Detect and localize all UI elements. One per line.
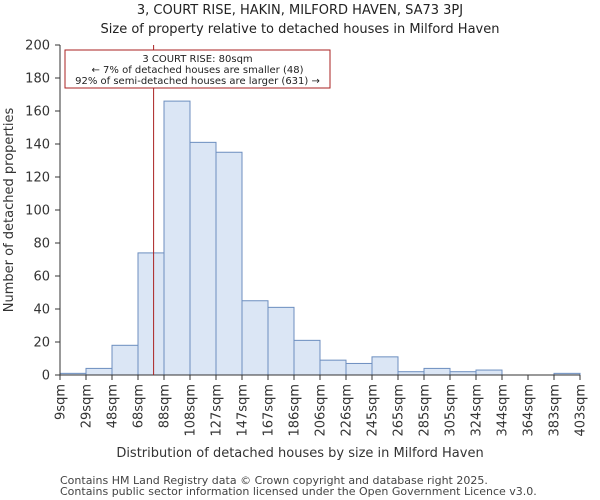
y-tick-label: 0: [42, 369, 50, 384]
histogram-bar-324sqm: [475, 369, 503, 376]
histogram-bar-88sqm: [163, 100, 191, 376]
x-tick-label: 167sqm: [262, 384, 277, 437]
annotation-smaller: ← 7% of detached houses are smaller (48): [92, 65, 304, 76]
x-tick-label: 403sqm: [574, 384, 589, 437]
y-tick-label: 20: [33, 336, 50, 351]
histogram-bar-245sqm: [371, 356, 399, 376]
histogram-bar-147sqm: [241, 300, 269, 376]
x-tick-label: 88sqm: [158, 384, 173, 428]
histogram-bar-285sqm: [423, 367, 451, 376]
chart-title: 3, COURT RISE, HAKIN, MILFORD HAVEN, SA7…: [137, 3, 463, 18]
x-tick-label: 305sqm: [444, 384, 459, 437]
histogram-bar-68sqm: [137, 252, 165, 376]
x-tick-label: 364sqm: [522, 384, 537, 437]
x-tick-label: 147sqm: [236, 384, 251, 437]
y-tick-label: 100: [25, 204, 50, 219]
y-tick-label: 40: [33, 303, 50, 318]
y-ticks-group: 0 20 40 60 80 100 120 140 160 180 200: [25, 39, 60, 384]
y-tick-label: 60: [33, 270, 50, 285]
y-axis-label: Number of detached properties: [2, 108, 17, 313]
annotation-larger: 92% of semi-detached houses are larger (…: [75, 76, 320, 87]
x-tick-label: 226sqm: [340, 384, 355, 437]
y-tick-label: 80: [33, 237, 50, 252]
histogram-bar-167sqm: [267, 306, 295, 376]
histogram-bar-29sqm: [85, 367, 113, 376]
histogram-bar-186sqm: [293, 339, 321, 376]
x-tick-label: 68sqm: [132, 384, 147, 428]
chart-subtitle: Size of property relative to detached ho…: [101, 22, 500, 37]
histogram-bar-127sqm: [215, 151, 243, 376]
histogram-bar-206sqm: [319, 359, 347, 376]
x-tick-label: 9sqm: [54, 384, 69, 420]
x-tick-label: 344sqm: [496, 384, 511, 437]
y-tick-label: 120: [25, 171, 50, 186]
y-tick-label: 160: [25, 105, 50, 120]
x-tick-label: 29sqm: [80, 384, 95, 428]
annotation-title: 3 COURT RISE: 80sqm: [142, 54, 252, 65]
y-tick-label: 200: [25, 39, 50, 54]
histogram-bar-48sqm: [111, 344, 139, 376]
x-tick-label: 48sqm: [106, 384, 121, 428]
histogram-bar-108sqm: [189, 141, 217, 376]
x-tick-label: 245sqm: [366, 384, 381, 437]
y-tick-label: 140: [25, 138, 50, 153]
x-tick-label: 186sqm: [288, 384, 303, 437]
footer-line-2: Contains public sector information licen…: [60, 485, 537, 498]
y-tick-label: 180: [25, 72, 50, 87]
x-tick-label: 324sqm: [470, 384, 485, 437]
x-tick-label: 265sqm: [392, 384, 407, 437]
annotation-box: [64, 49, 331, 89]
footer-line-1: Contains HM Land Registry data © Crown c…: [60, 474, 488, 487]
x-tick-label: 206sqm: [314, 384, 329, 437]
x-tick-label: 383sqm: [548, 384, 563, 437]
x-ticks-group: 9sqm 29sqm 48sqm 68sqm 88sqm 108sqm 127sqm 147s…: [54, 375, 589, 437]
bars-group: [59, 100, 581, 376]
x-axis-label: Distribution of detached houses by size …: [116, 446, 483, 461]
x-tick-label: 127sqm: [210, 384, 225, 437]
histogram-bar-226sqm: [345, 362, 373, 376]
x-tick-label: 285sqm: [418, 384, 433, 437]
x-tick-label: 108sqm: [184, 384, 199, 437]
